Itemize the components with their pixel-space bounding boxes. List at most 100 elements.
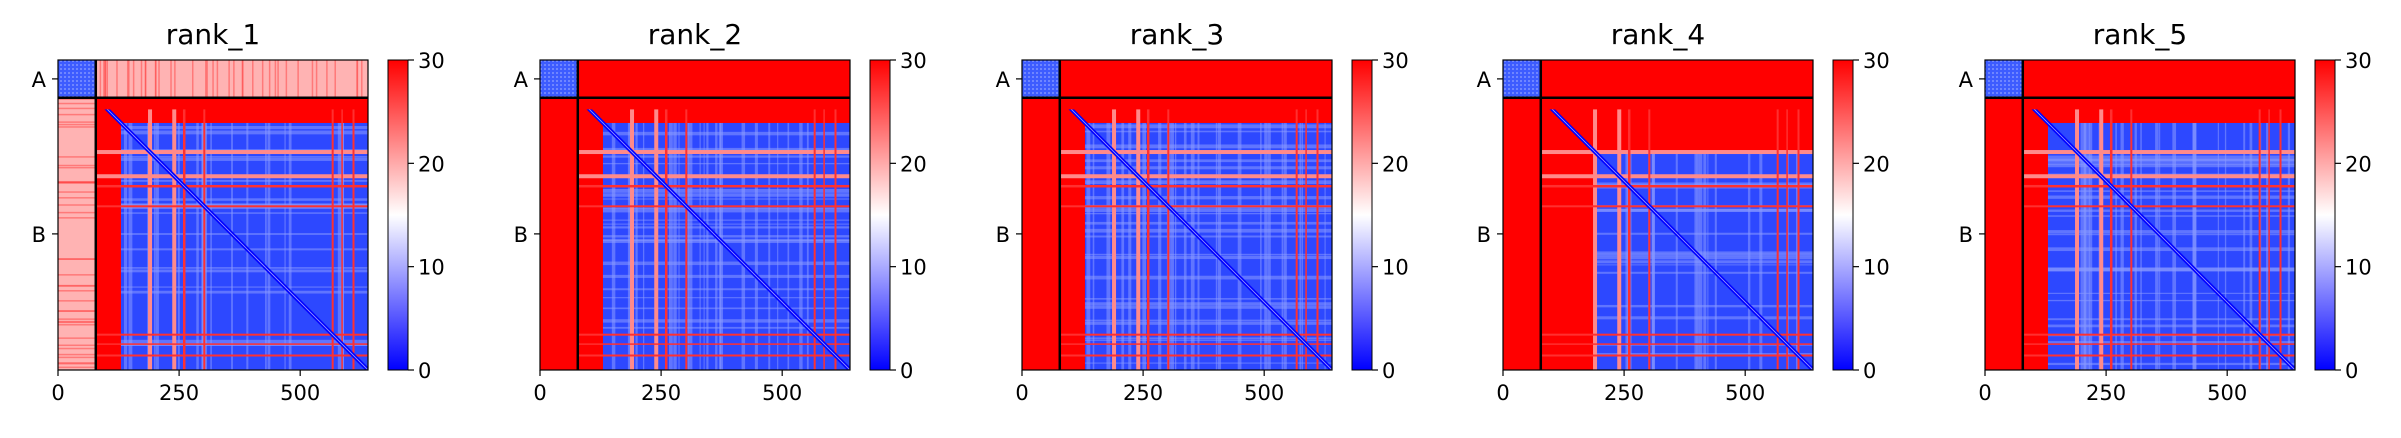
x-tick-label: 250 <box>641 381 681 405</box>
band-row <box>2022 195 2295 199</box>
band-row <box>577 226 850 229</box>
band-row <box>1059 302 1332 306</box>
band-row <box>577 238 850 242</box>
band-row <box>95 269 368 273</box>
stripe-row <box>1540 174 1813 179</box>
band-col <box>2224 97 2227 370</box>
speckle <box>103 60 105 98</box>
speckle <box>242 60 244 98</box>
band-col <box>342 97 345 370</box>
band-col <box>1092 97 1095 370</box>
band-row <box>1059 212 1332 215</box>
colorbar-tick-label: 0 <box>1863 359 1876 383</box>
band-col <box>687 97 689 370</box>
band-col <box>2172 97 2177 370</box>
panel-title: rank_1 <box>166 18 260 51</box>
axes-frame <box>1502 59 1814 371</box>
stripe-col <box>341 97 343 370</box>
panel-title: rank_3 <box>1130 18 1224 51</box>
band-row <box>2022 209 2295 212</box>
x-tick-label: 250 <box>2086 381 2126 405</box>
band-col <box>2088 97 2093 370</box>
band-row <box>1059 196 1332 200</box>
band-row <box>1059 166 1332 170</box>
band-col <box>1215 97 1217 370</box>
colorbar <box>1351 59 1373 371</box>
speckle <box>315 60 318 98</box>
top-band <box>1059 97 1332 110</box>
stripe-col <box>1617 97 1622 370</box>
speckle <box>58 290 96 292</box>
stripe-row <box>1540 205 1813 208</box>
panel-1: rank_1 A B 0 250 500 0 10 20 30 <box>32 18 445 405</box>
block-ab <box>2022 60 2295 98</box>
speckle <box>58 102 96 105</box>
stripe-row <box>1059 354 1332 357</box>
speckle <box>58 318 96 320</box>
band-col <box>2098 97 2100 370</box>
band-col <box>627 97 631 370</box>
band-col <box>1281 97 1284 370</box>
band-row <box>95 157 368 161</box>
stripe-row <box>2022 333 2295 336</box>
stripe-col <box>2075 97 2080 370</box>
band-row <box>95 206 368 210</box>
speckle <box>144 60 147 98</box>
chain-label: A <box>996 68 1011 92</box>
band-col <box>123 97 128 370</box>
band-row <box>577 193 850 197</box>
band-col <box>1086 97 1089 370</box>
band-row <box>577 162 850 165</box>
stripe-row <box>2022 174 2295 179</box>
band-col <box>1268 97 1271 370</box>
colorbar-tick-label: 30 <box>418 49 445 73</box>
band-col <box>1217 97 1222 370</box>
stripe-col <box>331 97 334 370</box>
speckle <box>285 60 288 98</box>
chain-label: A <box>1477 68 1492 92</box>
band-col <box>2115 97 2117 370</box>
stripe-col <box>1295 97 1298 370</box>
band-row <box>577 326 850 329</box>
stripe-row <box>1059 333 1332 336</box>
speckle <box>277 60 279 98</box>
band-row <box>1059 337 1332 339</box>
heatmap <box>1985 60 2295 370</box>
block-aa <box>1022 60 1060 98</box>
top-band <box>95 97 368 110</box>
top-band <box>1540 97 1813 110</box>
band-col <box>754 97 758 370</box>
band-col <box>204 97 208 370</box>
bterm-left <box>1540 132 1596 370</box>
block-aa <box>1985 60 2023 98</box>
stripe-row <box>95 354 368 357</box>
diagonal-core <box>2022 97 2295 370</box>
stripe-col <box>1316 97 1319 370</box>
speckle <box>58 300 96 302</box>
band-row <box>95 179 368 182</box>
speckle <box>58 324 96 326</box>
band-row <box>2022 318 2295 321</box>
stripe-row <box>1059 150 1332 155</box>
chain-label: A <box>514 68 529 92</box>
diagonal-core <box>95 97 368 370</box>
stripe-row <box>1540 354 1813 357</box>
colorbar-tick-label: 30 <box>1382 49 1409 73</box>
band-row <box>2022 341 2295 344</box>
speckle <box>268 60 271 98</box>
axes-frame <box>57 59 369 371</box>
colorbar-tick-label: 0 <box>1382 359 1395 383</box>
band-row <box>1059 319 1332 322</box>
heatmap <box>58 60 368 370</box>
band-row <box>577 307 850 310</box>
speckle <box>311 60 314 98</box>
x-tick-label: 500 <box>762 381 802 405</box>
band-col <box>1759 97 1763 370</box>
speckle <box>212 60 214 98</box>
band-row <box>1059 255 1332 260</box>
speckle <box>170 60 172 98</box>
band-col <box>1264 97 1268 370</box>
bterm-col <box>95 97 121 370</box>
panel-title: rank_4 <box>1611 18 1705 51</box>
band-col <box>1121 97 1125 370</box>
